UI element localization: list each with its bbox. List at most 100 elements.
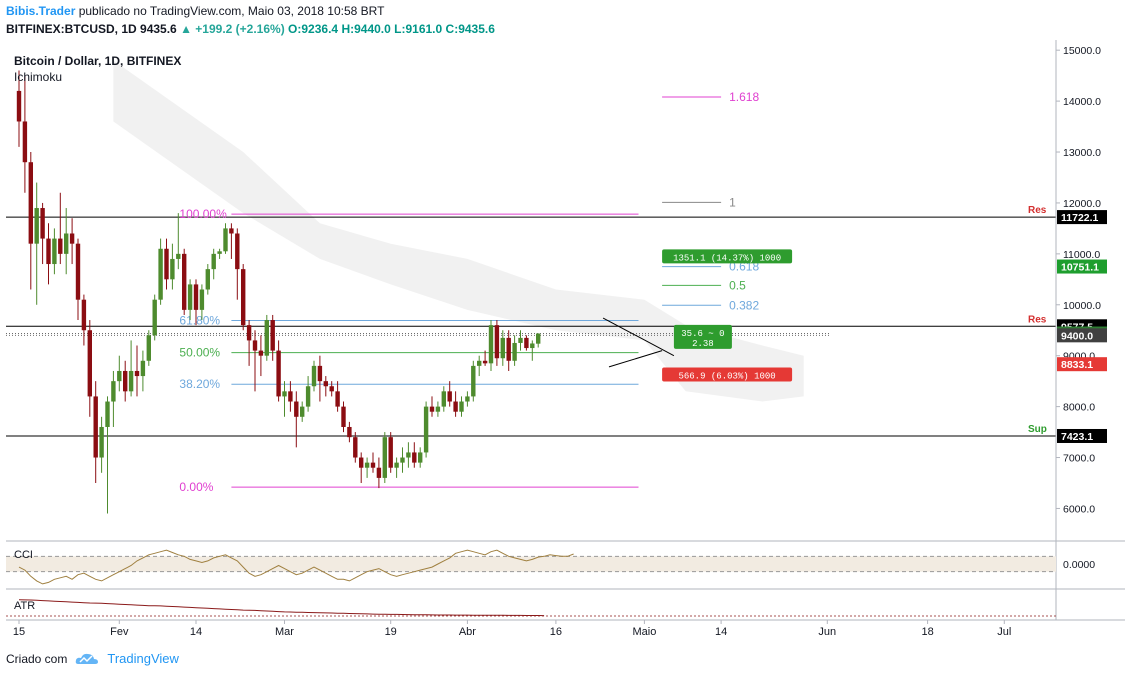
candle-58[interactable] [359, 457, 364, 468]
candle-87[interactable] [530, 343, 535, 349]
candle-74[interactable] [453, 401, 458, 412]
candle-24[interactable] [158, 248, 163, 300]
candle-76[interactable] [465, 396, 470, 402]
candle-2[interactable] [28, 162, 33, 244]
candle-17[interactable] [117, 370, 122, 382]
candle-43[interactable] [270, 320, 275, 351]
candle-52[interactable] [323, 381, 328, 387]
candle-23[interactable] [152, 299, 157, 336]
candle-16[interactable] [111, 381, 116, 402]
candle-13[interactable] [93, 396, 98, 458]
candle-35[interactable] [223, 228, 228, 252]
candle-62[interactable] [382, 437, 387, 478]
candle-9[interactable] [69, 233, 75, 244]
candle-44[interactable] [276, 350, 281, 397]
triangle-upper-line[interactable] [602, 317, 675, 357]
candle-88[interactable] [536, 333, 541, 344]
candle-6[interactable] [52, 238, 57, 265]
candle-57[interactable] [353, 437, 358, 458]
candle-18[interactable] [123, 370, 128, 392]
candle-31[interactable] [199, 289, 205, 310]
candle-51[interactable] [317, 365, 323, 382]
candle-81[interactable] [494, 325, 500, 359]
candle-21[interactable] [140, 360, 146, 377]
candle-70[interactable] [429, 406, 435, 412]
position-box-2[interactable] [662, 367, 793, 382]
candle-49[interactable] [305, 386, 311, 407]
candle-48[interactable] [300, 406, 305, 417]
candle-40[interactable] [252, 340, 258, 351]
candle-84[interactable] [512, 342, 517, 361]
candle-34[interactable] [217, 251, 222, 254]
position-box-1[interactable] [673, 324, 732, 349]
author-link[interactable]: Bibis.Trader [6, 4, 76, 18]
candle-55[interactable] [341, 406, 346, 427]
candle-54[interactable] [335, 391, 340, 407]
candle-30[interactable] [193, 284, 199, 310]
candle-1[interactable] [22, 121, 28, 163]
candle-7[interactable] [58, 238, 63, 254]
candle-86[interactable] [524, 337, 529, 349]
candle-50[interactable] [311, 365, 317, 387]
candle-61[interactable] [376, 467, 382, 478]
candle-75[interactable] [459, 401, 464, 412]
candle-46[interactable] [288, 391, 293, 402]
candle-47[interactable] [294, 401, 299, 417]
candle-0[interactable] [16, 90, 22, 122]
candle-37[interactable] [235, 233, 240, 270]
candle-69[interactable] [423, 406, 429, 453]
candle-66[interactable] [406, 452, 411, 458]
candle-22[interactable] [146, 335, 151, 361]
candle-45[interactable] [282, 391, 287, 397]
position-box-0[interactable] [662, 249, 793, 264]
candle-82[interactable] [500, 337, 505, 359]
candle-39[interactable] [246, 325, 252, 341]
tradingview-brand[interactable]: TradingView [107, 651, 179, 666]
candle-56[interactable] [347, 426, 352, 438]
candle-78[interactable] [477, 360, 482, 366]
candle-20[interactable] [134, 370, 140, 377]
candle-36[interactable] [229, 228, 234, 234]
candle-12[interactable] [87, 330, 92, 397]
candle-3[interactable] [34, 208, 39, 244]
candle-80[interactable] [488, 325, 494, 364]
candle-5[interactable] [46, 238, 51, 265]
candle-71[interactable] [435, 406, 441, 412]
candle-26[interactable] [170, 258, 175, 280]
candle-25[interactable] [164, 248, 169, 280]
cci-line[interactable] [18, 549, 574, 585]
candle-29[interactable] [187, 284, 193, 310]
candle-28[interactable] [182, 253, 187, 310]
candle-27[interactable] [176, 253, 181, 259]
candle-33[interactable] [211, 253, 216, 270]
candle-32[interactable] [205, 269, 210, 290]
candle-83[interactable] [506, 337, 511, 361]
triangle-lower-line[interactable] [608, 350, 663, 368]
candle-8[interactable] [64, 233, 69, 254]
candle-65[interactable] [400, 457, 405, 463]
candle-41[interactable] [258, 350, 264, 356]
candle-68[interactable] [418, 452, 423, 463]
candle-64[interactable] [394, 462, 399, 468]
candle-63[interactable] [388, 437, 393, 468]
candle-53[interactable] [329, 386, 334, 392]
atr-line[interactable] [18, 599, 545, 617]
candle-85[interactable] [518, 337, 523, 343]
candle-14[interactable] [99, 426, 104, 458]
candle-79[interactable] [482, 360, 488, 364]
candle-67[interactable] [412, 452, 417, 463]
candle-10[interactable] [75, 243, 81, 300]
candle-73[interactable] [447, 391, 452, 402]
candle-72[interactable] [441, 391, 446, 407]
candle-59[interactable] [364, 462, 370, 468]
candle-15[interactable] [105, 401, 110, 427]
candle-77[interactable] [471, 365, 476, 397]
candle-60[interactable] [370, 462, 376, 468]
candle-11[interactable] [81, 299, 87, 331]
candle-42[interactable] [264, 320, 269, 356]
ichimoku-label[interactable]: Ichimoku [14, 70, 62, 84]
candle-19[interactable] [128, 370, 134, 392]
candle-38[interactable] [241, 269, 246, 326]
candle-4[interactable] [40, 208, 45, 239]
